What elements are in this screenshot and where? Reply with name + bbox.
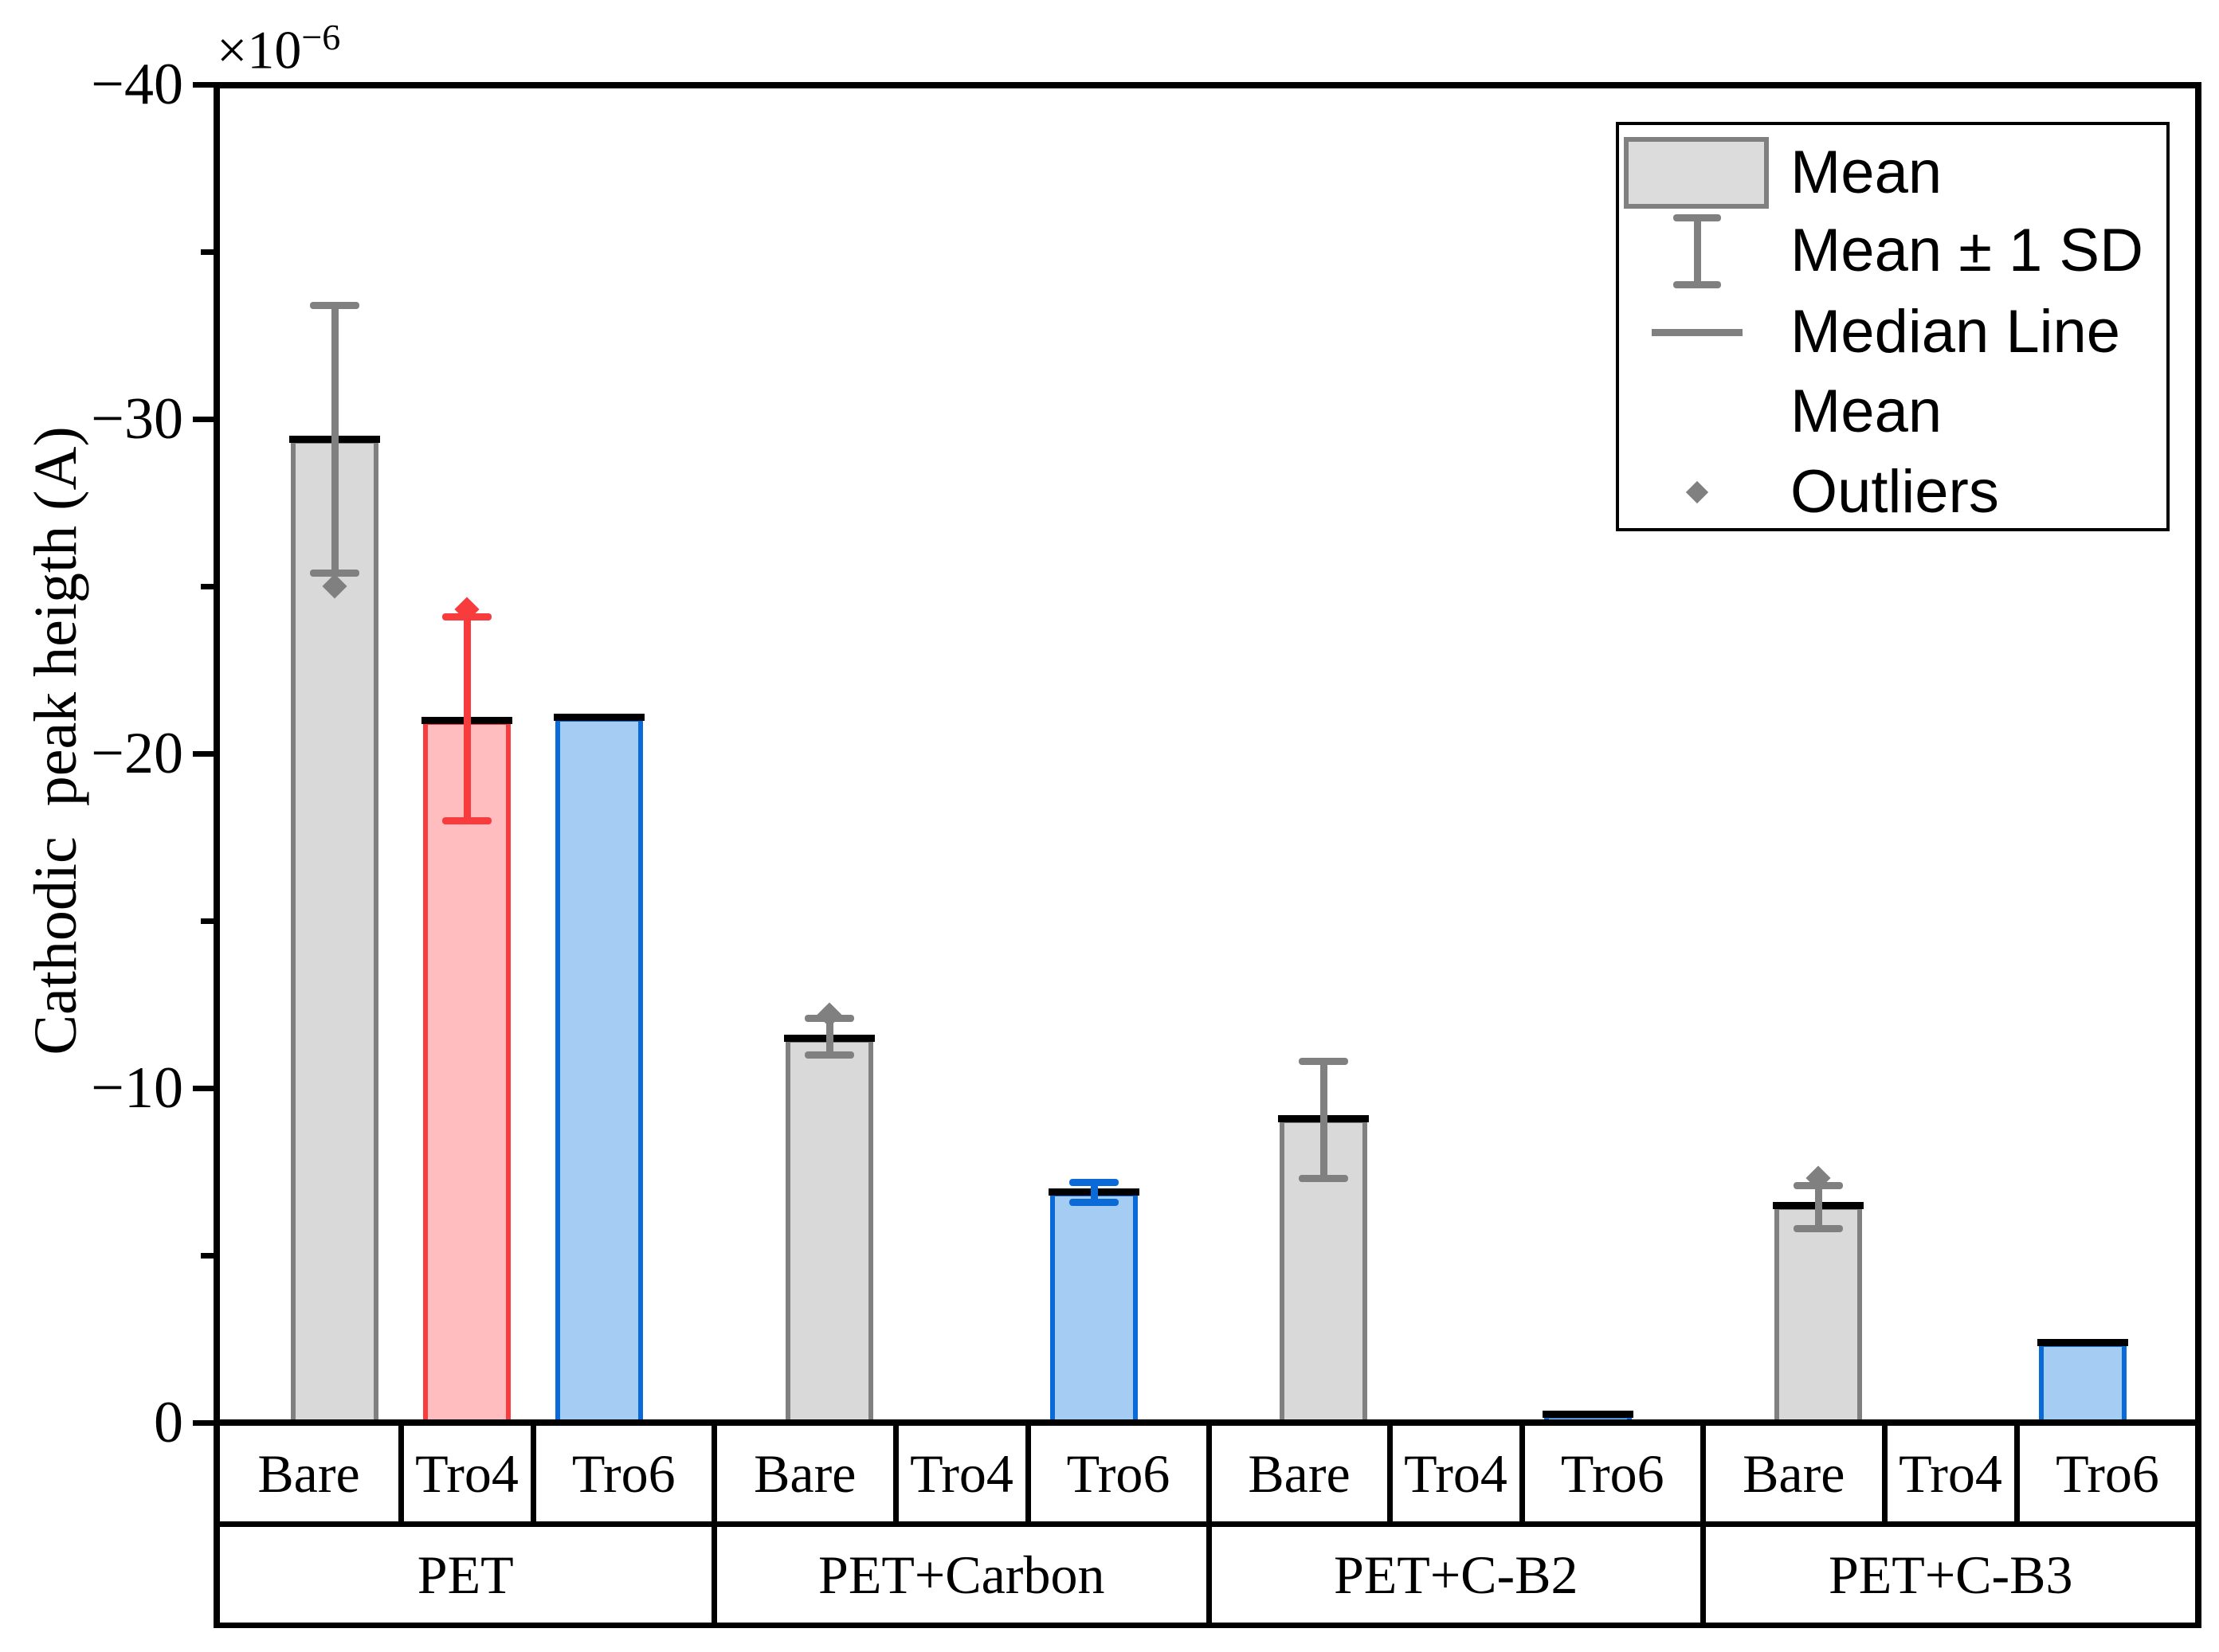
legend-label-1: Mean ± 1 SD (1790, 217, 2144, 284)
axis-table-divider (1519, 1423, 1525, 1524)
group-label-PET: PET (417, 1544, 514, 1605)
errorbar-cap (1794, 1225, 1843, 1233)
axis-table-divider (712, 1423, 717, 1625)
errorbar-cap (1299, 1175, 1348, 1183)
errorbar-line (464, 616, 471, 820)
treatment-label-PET+Carbon-Tro6: Tro6 (1066, 1443, 1170, 1504)
axis-table-divider (1206, 1423, 1212, 1625)
bar-PET+Carbon-Bare (786, 1038, 873, 1426)
treatment-label-PET-Bare: Bare (257, 1443, 360, 1504)
errorbar-line (826, 1017, 833, 1055)
bar-PET+Carbon-Tro6 (1050, 1192, 1138, 1426)
y-major-tick (193, 1086, 217, 1091)
treatment-label-PET+C-B2-Tro4: Tro4 (1404, 1443, 1507, 1504)
bar-mean-line (554, 713, 645, 721)
legend-label-4: Outliers (1790, 458, 1999, 526)
bar-PET-Bare (291, 439, 378, 1426)
treatment-label-PET+Carbon-Tro4: Tro4 (910, 1443, 1013, 1504)
treatment-label-PET-Tro4: Tro4 (415, 1443, 519, 1504)
y-axis-exponent-label: ×10−6 (217, 17, 341, 80)
axis-table-rule (214, 1622, 2201, 1628)
y-minor-tick (201, 249, 217, 255)
treatment-label-PET+Carbon-Bare: Bare (754, 1443, 857, 1504)
y-major-tick (193, 751, 217, 757)
errorbar-cap (310, 570, 359, 577)
axis-table-divider (2013, 1423, 2020, 1524)
y-axis-title: Cathodic peak heigth (A) (22, 426, 89, 1055)
treatment-label-PET+C-B3-Tro4: Tro4 (1899, 1443, 2002, 1504)
errorbar-line (1091, 1181, 1098, 1202)
axis-table-divider (1881, 1423, 1888, 1524)
legend-median-line-symbol (1652, 329, 1743, 336)
legend-label-0: Mean (1790, 139, 1943, 206)
errorbar-cap (310, 302, 359, 310)
legend-errorbar-cap (1673, 281, 1721, 288)
treatment-label-PET+C-B2-Tro6: Tro6 (1560, 1443, 1664, 1504)
group-label-PET+C-B2: PET+C-B2 (1333, 1544, 1578, 1605)
y-minor-tick (201, 1253, 217, 1259)
errorbar-cap (1069, 1198, 1119, 1206)
bar-PET-Tro6 (555, 716, 643, 1426)
outlier-diamond (817, 1002, 842, 1028)
y-major-tick (193, 82, 217, 88)
treatment-label-PET+C-B2-Bare: Bare (1248, 1443, 1351, 1504)
bar-mean-line (2037, 1339, 2128, 1347)
y-minor-tick (201, 918, 217, 924)
y-tick-label: 0 (154, 1390, 183, 1455)
y-tick-label: −20 (91, 721, 183, 786)
right-spine (2195, 82, 2201, 1628)
axis-table-divider (398, 1423, 404, 1524)
bar-PET+C-B3-Tro6 (2039, 1342, 2127, 1426)
errorbar-cap (1299, 1058, 1348, 1066)
left-spine (214, 82, 220, 1628)
treatment-label-PET-Tro6: Tro6 (571, 1443, 676, 1504)
legend-mean-box-symbol (1624, 137, 1769, 209)
treatment-label-PET+C-B3-Tro6: Tro6 (2056, 1443, 2159, 1504)
bar-PET+C-B3-Bare (1774, 1205, 1862, 1426)
axis-table-divider (1025, 1423, 1031, 1524)
bar-mean-line (1543, 1411, 1633, 1419)
errorbar-cap (805, 1051, 854, 1059)
errorbar-line (1815, 1184, 1822, 1229)
y-major-tick (193, 1420, 217, 1426)
top-spine (214, 82, 2201, 88)
errorbar-line (331, 305, 339, 574)
y-minor-tick (201, 584, 217, 589)
legend-errorbar-symbol (1694, 217, 1701, 284)
axis-table-divider (892, 1423, 899, 1524)
axis-table-divider (1700, 1423, 1706, 1625)
treatment-label-PET+C-B3-Bare: Bare (1743, 1443, 1845, 1504)
axis-table-divider (530, 1423, 536, 1524)
errorbar-line (1320, 1061, 1327, 1179)
axis-table-divider (1386, 1423, 1393, 1524)
y-tick-label: −30 (91, 386, 183, 452)
bar-PET-Tro4 (423, 720, 511, 1426)
group-label-PET+Carbon: PET+Carbon (818, 1544, 1105, 1605)
group-label-PET+C-B3: PET+C-B3 (1828, 1544, 2073, 1605)
legend-label-3: Mean (1790, 378, 1943, 445)
errorbar-cap (1069, 1178, 1119, 1186)
errorbar-cap (442, 817, 492, 824)
legend-label-2: Median Line (1790, 298, 2121, 366)
legend-errorbar-cap (1673, 214, 1721, 221)
y-tick-label: −40 (91, 52, 183, 117)
y-tick-label: −10 (91, 1055, 183, 1121)
y-major-tick (193, 417, 217, 422)
